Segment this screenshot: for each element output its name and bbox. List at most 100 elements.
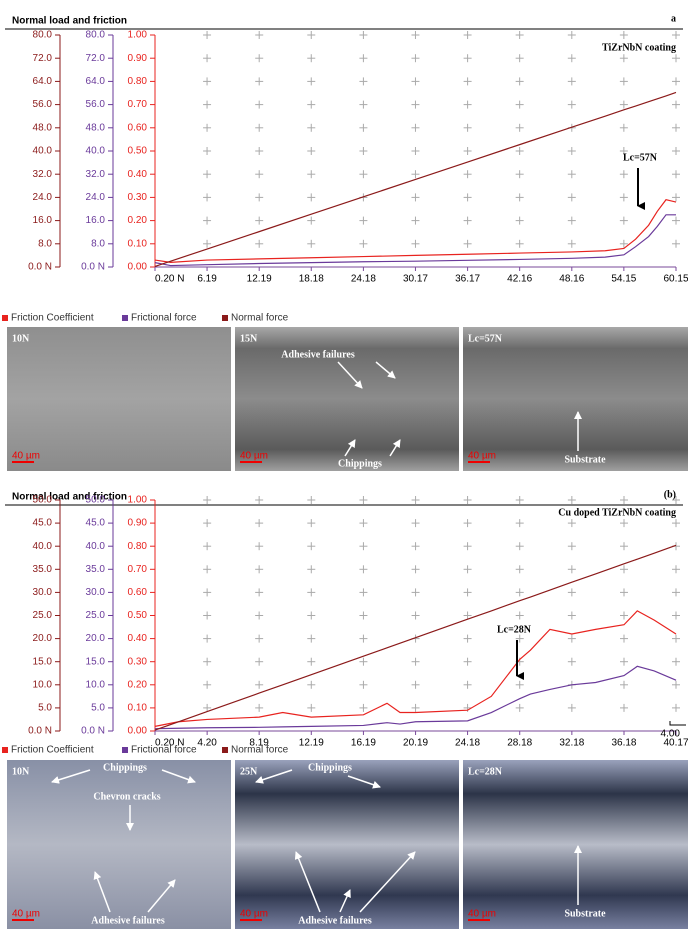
x-tick-label: 32.18 bbox=[559, 738, 584, 749]
y-tick-label: 30.0 bbox=[86, 587, 106, 598]
x-tick-label: 4.20 bbox=[197, 738, 217, 749]
x-tick-label: 36.18 bbox=[611, 738, 636, 749]
y-tick-label: 0.80 bbox=[128, 76, 148, 87]
y-tick-label: 35.0 bbox=[33, 564, 53, 575]
y-tick-label: 0.20 bbox=[128, 215, 148, 226]
legend-label: Frictional force bbox=[131, 313, 197, 324]
y-tick-label: 1.00 bbox=[128, 495, 148, 506]
x-tick-label: 20.19 bbox=[403, 738, 428, 749]
y-tick-label: 0.90 bbox=[128, 518, 148, 529]
y-tick-label: 35.0 bbox=[86, 564, 106, 575]
legend-label: Friction Coefficient bbox=[11, 745, 94, 756]
y-tick-label: 40.0 bbox=[33, 541, 53, 552]
panel-label: a bbox=[671, 13, 676, 24]
scale-label: 40 µm bbox=[240, 451, 268, 462]
y-tick-label: 56.0 bbox=[33, 99, 53, 110]
y-tick-label: 0.00 bbox=[128, 262, 148, 273]
panel-label: (b) bbox=[664, 489, 676, 500]
micrograph-label: Lc=28N bbox=[468, 766, 503, 777]
annotation: Chippings bbox=[338, 458, 382, 469]
y-tick-label: 0.50 bbox=[128, 610, 148, 621]
x-tick-label: 24.18 bbox=[455, 738, 480, 749]
figure: Normal load and friction a 0.0 N 8.0 16.0 24.… bbox=[0, 0, 688, 929]
annotation: TiZrNbN coating bbox=[602, 42, 676, 53]
y-tick-label: 0.60 bbox=[128, 122, 148, 133]
y-tick-label: 10.0 bbox=[33, 679, 53, 690]
y-tick-label: 24.0 bbox=[86, 192, 106, 203]
y-tick-label: 8.0 bbox=[91, 238, 105, 249]
legend-swatch bbox=[222, 747, 228, 753]
y-tick-label: 0.70 bbox=[128, 99, 148, 110]
y-tick-label: 5.0 bbox=[91, 703, 105, 714]
chart-title: Normal load and friction bbox=[12, 492, 127, 503]
annotation: Lc=57N bbox=[623, 152, 658, 163]
y-tick-label: 10.0 bbox=[86, 679, 106, 690]
y-tick-label: 20.0 bbox=[33, 633, 53, 644]
micrograph bbox=[463, 327, 688, 471]
annotation: Cu doped TiZrNbN coating bbox=[558, 507, 676, 518]
y-tick-label: 25.0 bbox=[86, 610, 106, 621]
y-tick-label: 0.50 bbox=[128, 146, 148, 157]
y-tick-label: 56.0 bbox=[86, 99, 106, 110]
y-tick-label: 0.0 N bbox=[81, 262, 105, 273]
y-tick-label: 50.0 bbox=[86, 495, 106, 506]
y-tick-label: 24.0 bbox=[33, 192, 53, 203]
annotation: Adhesive failures bbox=[281, 349, 355, 360]
micrograph bbox=[463, 760, 688, 929]
y-tick-label: 32.0 bbox=[33, 169, 53, 180]
y-tick-label: 72.0 bbox=[33, 53, 53, 64]
chart-title: Normal load and friction bbox=[12, 16, 127, 27]
legend-label: Normal force bbox=[231, 313, 289, 324]
x-tick-label: 28.18 bbox=[507, 738, 532, 749]
annotation: Chevron cracks bbox=[93, 791, 160, 802]
y-tick-label: 30.0 bbox=[33, 587, 53, 598]
y-tick-label: 0.0 N bbox=[28, 726, 52, 737]
x-tick-label: 42.16 bbox=[507, 274, 532, 285]
annotation: Adhesive failures bbox=[298, 915, 372, 926]
micrograph-label: 25N bbox=[240, 766, 258, 777]
y-tick-label: 48.0 bbox=[86, 122, 106, 133]
x-tick-label: 48.16 bbox=[559, 274, 584, 285]
y-tick-label: 15.0 bbox=[33, 656, 53, 667]
legend-swatch bbox=[222, 315, 228, 321]
micrograph-label: 10N bbox=[12, 766, 30, 777]
y-tick-label: 8.0 bbox=[38, 238, 52, 249]
y-tick-label: 80.0 bbox=[33, 30, 53, 41]
annotation: 4.00 bbox=[661, 729, 681, 740]
micrograph-label: 15N bbox=[240, 333, 258, 344]
y-tick-label: 1.00 bbox=[128, 30, 148, 41]
y-tick-label: 0.20 bbox=[128, 679, 148, 690]
y-tick-label: 16.0 bbox=[33, 215, 53, 226]
x-tick-label: 6.19 bbox=[197, 274, 217, 285]
x-tick-label: 0.20 N bbox=[155, 274, 184, 285]
y-tick-label: 80.0 bbox=[86, 30, 106, 41]
legend-swatch bbox=[2, 747, 8, 753]
y-tick-label: 0.30 bbox=[128, 192, 148, 203]
y-tick-label: 45.0 bbox=[86, 518, 106, 529]
x-tick-label: 18.18 bbox=[299, 274, 324, 285]
series-line bbox=[155, 200, 676, 263]
legend-swatch bbox=[122, 315, 128, 321]
y-tick-label: 40.0 bbox=[33, 146, 53, 157]
scale-label: 40 µm bbox=[468, 451, 496, 462]
scale-label: 40 µm bbox=[12, 451, 40, 462]
y-tick-label: 50.0 bbox=[33, 495, 53, 506]
scale-label: 40 µm bbox=[240, 909, 268, 920]
y-tick-label: 0.10 bbox=[128, 703, 148, 714]
x-tick-label: 16.19 bbox=[351, 738, 376, 749]
x-tick-label: 24.18 bbox=[351, 274, 376, 285]
y-tick-label: 32.0 bbox=[86, 169, 106, 180]
y-tick-label: 16.0 bbox=[86, 215, 106, 226]
y-tick-label: 64.0 bbox=[33, 76, 53, 87]
y-tick-label: 0.40 bbox=[128, 633, 148, 644]
micrograph bbox=[7, 327, 231, 471]
annotation: Chippings bbox=[103, 762, 147, 773]
scale-bracket bbox=[670, 721, 686, 725]
annotation: Lc=28N bbox=[497, 624, 532, 635]
y-tick-label: 45.0 bbox=[33, 518, 53, 529]
x-tick-label: 12.19 bbox=[247, 274, 272, 285]
y-tick-label: 0.0 N bbox=[28, 262, 52, 273]
annotation: Chippings bbox=[308, 762, 352, 773]
y-tick-label: 0.10 bbox=[128, 238, 148, 249]
y-tick-label: 0.30 bbox=[128, 656, 148, 667]
